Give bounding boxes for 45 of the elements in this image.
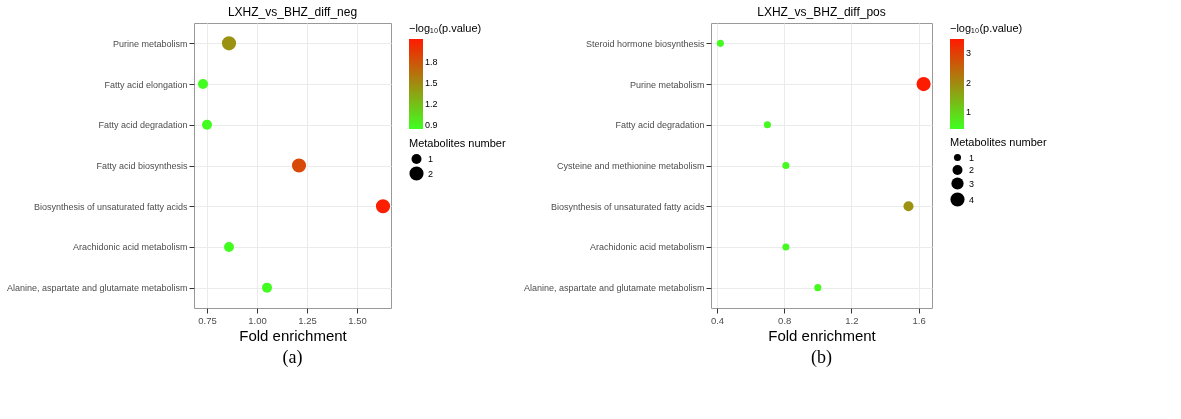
color-bar-label: 2 — [966, 77, 972, 88]
legend-label: 4 — [969, 194, 975, 205]
color-bar-label: 1.8 — [425, 56, 438, 67]
legend-label: 3 — [969, 178, 975, 189]
chart-title: LXHZ_vs_BHZ_diff_pos — [757, 5, 886, 19]
color-bar-label: 1.2 — [425, 98, 438, 109]
legend-label: 2 — [969, 165, 975, 175]
y-tick-label: Fatty acid biosynthesis — [96, 161, 188, 171]
legend-title: Metabolites number — [950, 136, 1047, 148]
y-tick-label: Biosynthesis of unsaturated fatty acids — [33, 201, 188, 212]
color-bar-title: −log₁₀(p.value) — [409, 22, 482, 34]
x-tick-label: 1.2 — [845, 314, 859, 326]
color-bar-label: 1 — [966, 107, 972, 118]
legend-label: 2 — [428, 168, 434, 179]
y-tick-label: Fatty acid elongation — [104, 79, 188, 90]
y-tick-label: Purine metabolism — [629, 79, 705, 90]
x-tick-label: 0.8 — [778, 314, 792, 326]
y-tick-label: Alanine, aspartate and glutamate metabolism — [6, 283, 188, 294]
y-tick-label: Cysteine and methionine metabolism — [556, 161, 705, 171]
x-axis-title: Fold enrichment — [239, 327, 348, 344]
y-tick-label: Fatty acid degradation — [98, 120, 188, 131]
y-tick-label: Arachidonic acid metabolism — [589, 242, 705, 253]
color-bar-label: 0.9 — [425, 119, 438, 130]
text: (a) — [282, 347, 303, 368]
x-tick-label: 1.50 — [348, 314, 367, 326]
y-tick-label: Alanine, aspartate and glutamate metabolism — [523, 283, 705, 294]
y-tick-label: Fatty acid degradation — [615, 120, 705, 131]
color-bar-label: 3 — [966, 47, 972, 58]
y-tick-label: Arachidonic acid metabolism — [72, 242, 188, 253]
x-tick-label: 1.00 — [248, 314, 267, 326]
x-tick-label: 1.6 — [912, 314, 926, 326]
y-tick-label: Steroid hormone biosynthesis — [585, 38, 705, 49]
x-tick-label: 1.25 — [298, 314, 317, 326]
legend-title: Metabolites number — [409, 137, 506, 149]
color-bar-title: −log₁₀(p.value) — [950, 22, 1023, 34]
color-bar-label: 1.5 — [425, 77, 438, 88]
legend-label: 1 — [428, 154, 434, 164]
x-axis-title: Fold enrichment — [768, 327, 877, 344]
x-tick-label: 0.4 — [710, 314, 725, 326]
y-tick-label: Purine metabolism — [112, 38, 188, 49]
x-tick-label: 0.75 — [198, 314, 217, 326]
text: (b) — [811, 347, 832, 368]
chart-title: LXHZ_vs_BHZ_diff_neg — [227, 5, 358, 19]
legend-label: 1 — [969, 152, 975, 163]
y-tick-label: Biosynthesis of unsaturated fatty acids — [550, 201, 705, 212]
